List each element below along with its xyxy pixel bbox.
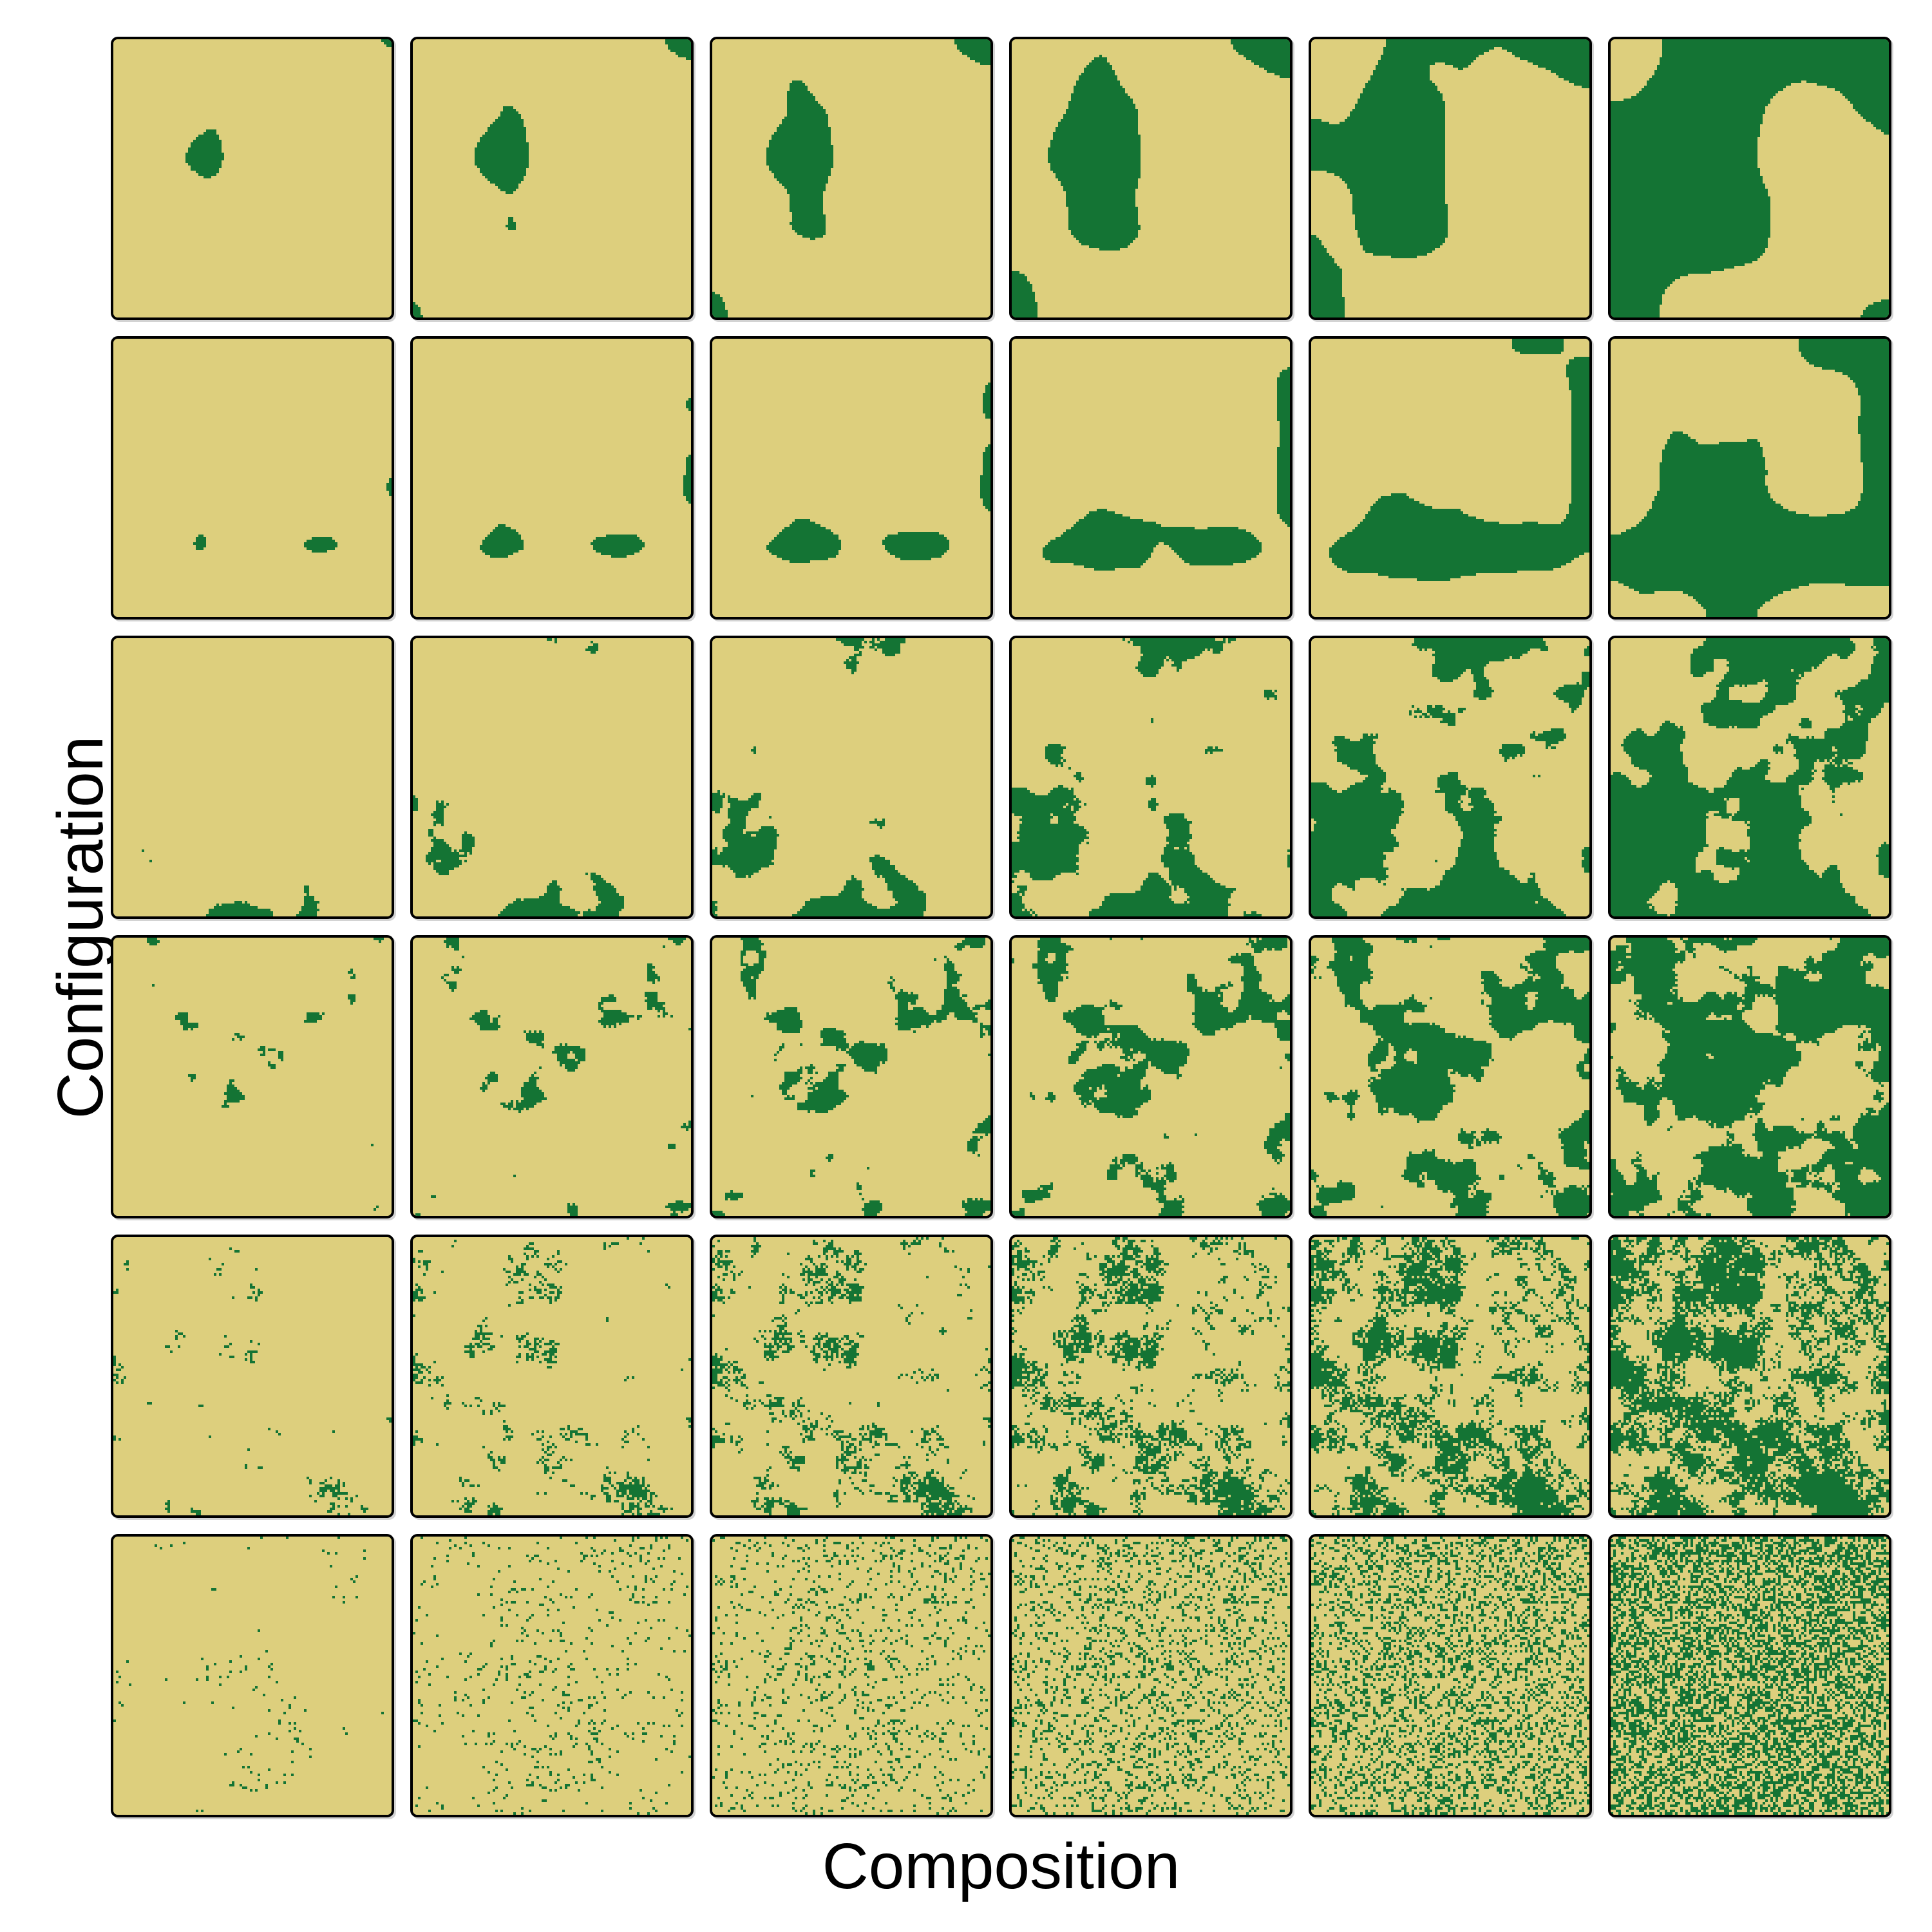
landscape-raster <box>1311 339 1589 617</box>
landscape-panel <box>710 636 993 919</box>
landscape-panel <box>710 1534 993 1817</box>
landscape-panel <box>1608 336 1891 620</box>
landscape-panel <box>1608 1235 1891 1518</box>
landscape-raster <box>712 339 990 617</box>
landscape-panel <box>1309 636 1592 919</box>
landscape-raster <box>1611 638 1889 916</box>
landscape-panel <box>710 336 993 620</box>
landscape-panel <box>410 37 694 320</box>
landscape-raster <box>413 1237 691 1515</box>
panel-grid <box>111 37 1891 1817</box>
landscape-panel <box>1309 935 1592 1218</box>
landscape-panel <box>1009 1235 1293 1518</box>
landscape-panel <box>410 636 694 919</box>
landscape-panel <box>710 37 993 320</box>
landscape-panel <box>1009 935 1293 1218</box>
landscape-panel <box>1009 37 1293 320</box>
landscape-panel <box>410 1235 694 1518</box>
landscape-panel <box>111 1534 394 1817</box>
landscape-raster <box>1311 39 1589 317</box>
landscape-raster <box>113 638 392 916</box>
landscape-raster <box>1311 1537 1589 1815</box>
landscape-panel <box>1309 1534 1592 1817</box>
y-axis-label: Configuration <box>44 735 117 1119</box>
landscape-raster <box>1012 1237 1290 1515</box>
landscape-panel <box>710 1235 993 1518</box>
landscape-panel <box>111 336 394 620</box>
landscape-panel <box>111 636 394 919</box>
landscape-panel <box>1608 37 1891 320</box>
landscape-raster <box>1311 638 1589 916</box>
landscape-panel <box>710 935 993 1218</box>
landscape-raster <box>1012 39 1290 317</box>
landscape-raster <box>413 638 691 916</box>
landscape-raster <box>113 1537 392 1815</box>
landscape-raster <box>1611 339 1889 617</box>
landscape-raster <box>1611 1237 1889 1515</box>
landscape-raster <box>413 39 691 317</box>
landscape-raster <box>113 938 392 1216</box>
landscape-panel <box>1309 37 1592 320</box>
landscape-panel <box>1009 336 1293 620</box>
landscape-raster <box>712 638 990 916</box>
landscape-panel <box>111 935 394 1218</box>
landscape-raster <box>113 39 392 317</box>
landscape-raster <box>712 39 990 317</box>
landscape-panel <box>1608 1534 1891 1817</box>
x-axis-label: Composition <box>822 1830 1180 1902</box>
landscape-raster <box>712 938 990 1216</box>
landscape-raster <box>712 1237 990 1515</box>
landscape-panel <box>111 1235 394 1518</box>
landscape-panel <box>111 37 394 320</box>
landscape-panel <box>410 935 694 1218</box>
landscape-panel <box>410 336 694 620</box>
landscape-panel <box>1608 935 1891 1218</box>
landscape-raster <box>712 1537 990 1815</box>
landscape-raster <box>413 938 691 1216</box>
landscape-raster <box>1012 339 1290 617</box>
landscape-raster <box>1311 1237 1589 1515</box>
landscape-panel <box>410 1534 694 1817</box>
landscape-raster <box>413 1537 691 1815</box>
landscape-raster <box>113 339 392 617</box>
landscape-raster <box>1012 638 1290 916</box>
landscape-raster <box>1012 1537 1290 1815</box>
landscape-raster <box>1311 938 1589 1216</box>
landscape-panel <box>1009 636 1293 919</box>
landscape-raster <box>113 1237 392 1515</box>
landscape-panel <box>1309 336 1592 620</box>
landscape-raster <box>1611 1537 1889 1815</box>
landscape-panel <box>1009 1534 1293 1817</box>
landscape-panel <box>1608 636 1891 919</box>
landscape-raster <box>1012 938 1290 1216</box>
landscape-panel <box>1309 1235 1592 1518</box>
landscape-raster <box>1611 938 1889 1216</box>
landscape-raster <box>413 339 691 617</box>
landscape-raster <box>1611 39 1889 317</box>
